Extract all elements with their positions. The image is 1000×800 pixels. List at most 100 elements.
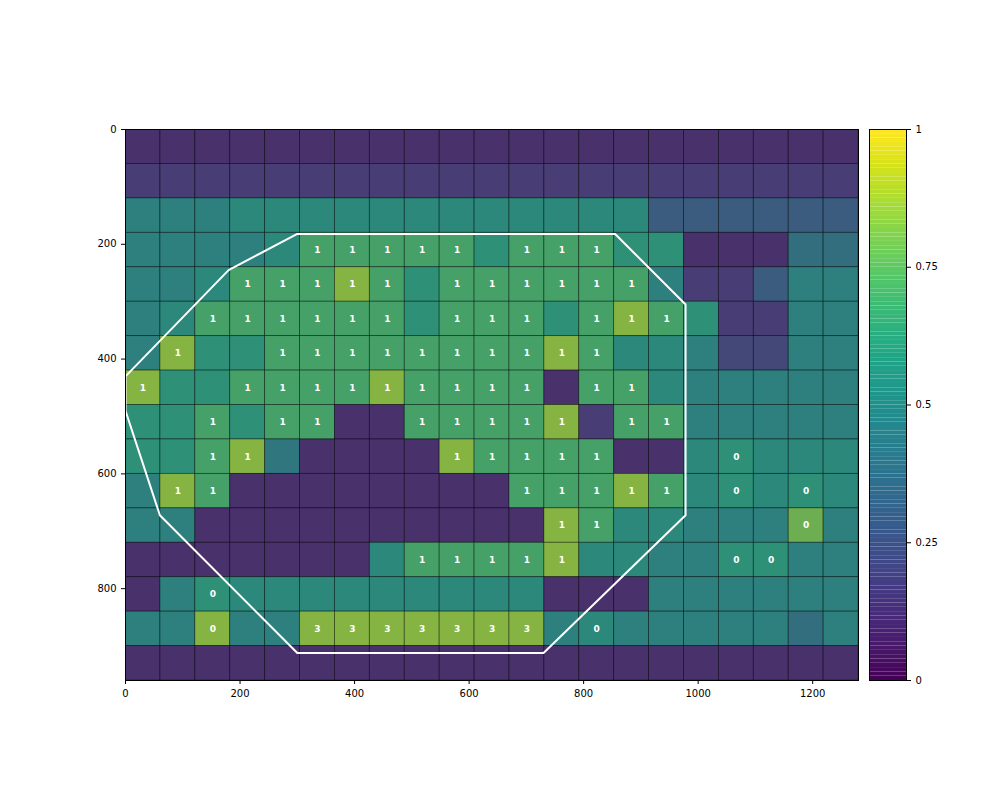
svg-text:0: 0 xyxy=(110,124,116,135)
svg-text:1: 1 xyxy=(314,279,320,289)
svg-text:1: 1 xyxy=(594,520,600,530)
svg-text:1: 1 xyxy=(559,348,565,358)
svg-text:0: 0 xyxy=(733,486,739,496)
svg-text:1: 1 xyxy=(140,383,146,393)
svg-text:1: 1 xyxy=(489,383,495,393)
svg-text:800: 800 xyxy=(574,688,593,699)
svg-text:1: 1 xyxy=(594,245,600,255)
svg-text:1: 1 xyxy=(419,383,425,393)
svg-text:1: 1 xyxy=(628,383,634,393)
svg-text:1: 1 xyxy=(454,245,460,255)
svg-text:1: 1 xyxy=(489,314,495,324)
svg-text:1: 1 xyxy=(279,383,285,393)
svg-text:3: 3 xyxy=(314,624,320,634)
svg-text:0: 0 xyxy=(210,624,216,634)
svg-text:1: 1 xyxy=(524,555,530,565)
svg-text:1: 1 xyxy=(663,314,669,324)
svg-text:1: 1 xyxy=(524,314,530,324)
svg-text:200: 200 xyxy=(230,688,249,699)
svg-text:1: 1 xyxy=(594,383,600,393)
svg-text:1: 1 xyxy=(384,279,390,289)
svg-text:1: 1 xyxy=(594,279,600,289)
svg-text:400: 400 xyxy=(97,353,116,364)
svg-text:1200: 1200 xyxy=(800,688,825,699)
svg-text:3: 3 xyxy=(454,624,460,634)
svg-text:400: 400 xyxy=(345,688,364,699)
svg-text:1: 1 xyxy=(419,555,425,565)
svg-text:1: 1 xyxy=(559,555,565,565)
svg-text:1: 1 xyxy=(628,486,634,496)
svg-text:1: 1 xyxy=(349,348,355,358)
svg-text:1: 1 xyxy=(559,486,565,496)
svg-text:1: 1 xyxy=(245,452,251,462)
svg-text:0.75: 0.75 xyxy=(916,261,938,272)
svg-text:1: 1 xyxy=(489,279,495,289)
svg-text:1: 1 xyxy=(454,279,460,289)
svg-text:1: 1 xyxy=(314,383,320,393)
svg-text:1: 1 xyxy=(594,314,600,324)
svg-text:1: 1 xyxy=(349,245,355,255)
svg-text:1: 1 xyxy=(524,348,530,358)
svg-text:1: 1 xyxy=(489,417,495,427)
svg-text:0: 0 xyxy=(210,589,216,599)
svg-text:1: 1 xyxy=(489,452,495,462)
svg-text:1: 1 xyxy=(916,124,922,135)
svg-text:1: 1 xyxy=(279,279,285,289)
svg-text:3: 3 xyxy=(349,624,355,634)
svg-text:1: 1 xyxy=(314,417,320,427)
svg-text:0: 0 xyxy=(803,486,809,496)
svg-text:0: 0 xyxy=(768,555,774,565)
svg-text:0.25: 0.25 xyxy=(916,537,938,548)
svg-text:0: 0 xyxy=(916,675,922,686)
svg-text:600: 600 xyxy=(460,688,479,699)
svg-text:1: 1 xyxy=(384,383,390,393)
svg-text:3: 3 xyxy=(419,624,425,634)
svg-text:1: 1 xyxy=(489,555,495,565)
svg-text:1: 1 xyxy=(628,279,634,289)
svg-text:1: 1 xyxy=(524,245,530,255)
svg-text:3: 3 xyxy=(384,624,390,634)
svg-text:1: 1 xyxy=(279,417,285,427)
svg-text:1: 1 xyxy=(559,452,565,462)
svg-text:1: 1 xyxy=(384,245,390,255)
svg-text:1: 1 xyxy=(210,452,216,462)
svg-text:1: 1 xyxy=(419,417,425,427)
svg-text:1: 1 xyxy=(210,417,216,427)
svg-text:1: 1 xyxy=(384,314,390,324)
svg-text:1: 1 xyxy=(524,452,530,462)
svg-text:1: 1 xyxy=(384,348,390,358)
svg-text:1000: 1000 xyxy=(685,688,710,699)
svg-text:1: 1 xyxy=(524,486,530,496)
svg-text:1: 1 xyxy=(524,383,530,393)
svg-text:1: 1 xyxy=(524,279,530,289)
svg-text:1: 1 xyxy=(454,417,460,427)
svg-text:1: 1 xyxy=(594,452,600,462)
svg-text:1: 1 xyxy=(489,348,495,358)
svg-text:1: 1 xyxy=(419,245,425,255)
svg-text:0: 0 xyxy=(733,452,739,462)
svg-text:1: 1 xyxy=(524,417,530,427)
svg-text:1: 1 xyxy=(628,314,634,324)
svg-text:1: 1 xyxy=(245,314,251,324)
svg-text:1: 1 xyxy=(314,348,320,358)
svg-text:1: 1 xyxy=(349,279,355,289)
svg-text:1: 1 xyxy=(454,452,460,462)
svg-text:1: 1 xyxy=(279,314,285,324)
svg-text:0: 0 xyxy=(803,520,809,530)
svg-text:1: 1 xyxy=(559,417,565,427)
svg-text:1: 1 xyxy=(245,279,251,289)
svg-text:1: 1 xyxy=(454,383,460,393)
svg-text:1: 1 xyxy=(559,520,565,530)
svg-text:1: 1 xyxy=(628,417,634,427)
svg-text:1: 1 xyxy=(663,417,669,427)
svg-text:1: 1 xyxy=(559,245,565,255)
svg-text:600: 600 xyxy=(97,468,116,479)
svg-text:1: 1 xyxy=(454,314,460,324)
svg-text:1: 1 xyxy=(559,279,565,289)
svg-text:1: 1 xyxy=(419,348,425,358)
svg-text:0: 0 xyxy=(733,555,739,565)
svg-text:1: 1 xyxy=(454,555,460,565)
svg-text:0: 0 xyxy=(122,688,128,699)
svg-text:1: 1 xyxy=(175,486,181,496)
svg-text:1: 1 xyxy=(454,348,460,358)
